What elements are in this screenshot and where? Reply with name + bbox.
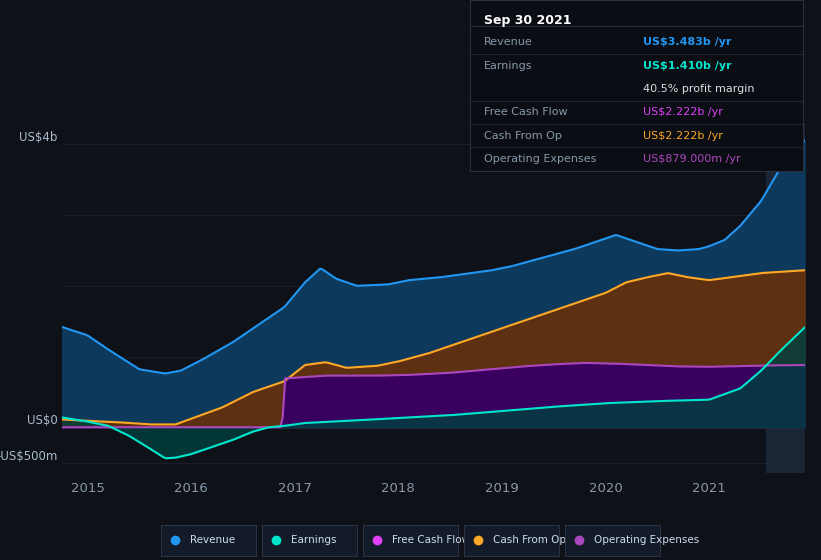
Text: Operating Expenses: Operating Expenses xyxy=(594,535,699,545)
Text: Earnings: Earnings xyxy=(484,60,532,71)
Text: Free Cash Flow: Free Cash Flow xyxy=(484,108,567,118)
Bar xyxy=(766,123,805,473)
Text: Revenue: Revenue xyxy=(190,535,235,545)
Text: Earnings: Earnings xyxy=(291,535,336,545)
Text: Free Cash Flow: Free Cash Flow xyxy=(392,535,470,545)
Text: Sep 30 2021: Sep 30 2021 xyxy=(484,13,571,27)
Text: -US$500m: -US$500m xyxy=(0,450,57,463)
Text: Revenue: Revenue xyxy=(484,38,533,48)
Text: US$2.222b /yr: US$2.222b /yr xyxy=(644,108,723,118)
Text: Cash From Op: Cash From Op xyxy=(484,131,562,141)
Text: US$879.000m /yr: US$879.000m /yr xyxy=(644,154,741,164)
Text: US$2.222b /yr: US$2.222b /yr xyxy=(644,131,723,141)
Text: Operating Expenses: Operating Expenses xyxy=(484,154,596,164)
Text: US$1.410b /yr: US$1.410b /yr xyxy=(644,60,732,71)
Text: US$0: US$0 xyxy=(27,414,57,427)
Text: Cash From Op: Cash From Op xyxy=(493,535,566,545)
Text: 40.5% profit margin: 40.5% profit margin xyxy=(644,84,754,94)
Text: US$4b: US$4b xyxy=(20,132,57,144)
Text: US$3.483b /yr: US$3.483b /yr xyxy=(644,38,732,48)
